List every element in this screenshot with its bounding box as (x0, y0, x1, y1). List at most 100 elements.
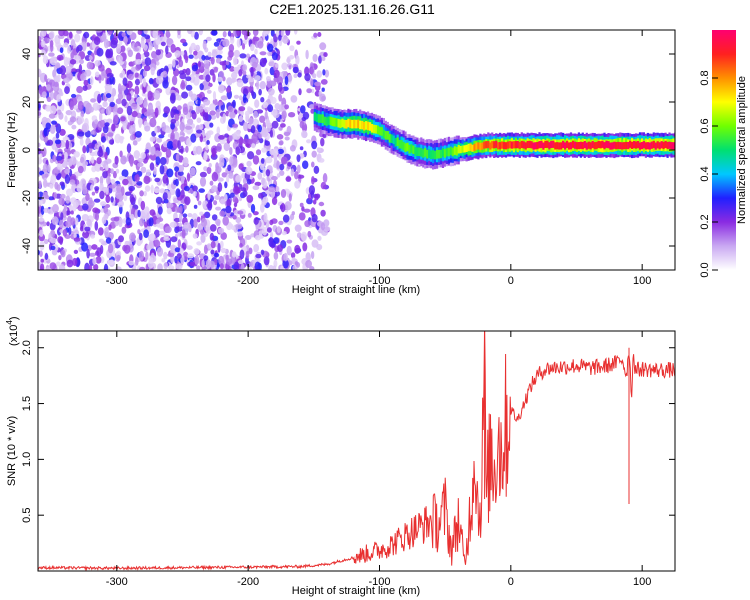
noise-cell (290, 252, 296, 259)
noise-cell (192, 185, 198, 192)
noise-cell (143, 101, 148, 109)
noise-cell (83, 79, 89, 86)
ridge-cell (534, 142, 537, 150)
noise-cell (66, 210, 71, 215)
noise-cell (242, 177, 247, 185)
ridge-cell (497, 142, 500, 150)
noise-cell (128, 73, 134, 81)
noise-cell (278, 34, 282, 41)
noise-cell (324, 69, 330, 78)
noise-cell (65, 110, 73, 116)
noise-cell (86, 248, 90, 259)
noise-cell (90, 184, 94, 192)
noise-cell (68, 227, 72, 235)
noise-cell (129, 194, 135, 204)
noise-cell (70, 217, 76, 226)
noise-cell (205, 145, 209, 151)
noise-cell (50, 237, 57, 244)
noise-cell (282, 146, 287, 157)
noise-cell (280, 203, 286, 213)
noise-cell (259, 51, 267, 56)
noise-cell (122, 178, 129, 186)
noise-cell (50, 91, 54, 100)
noise-cell (259, 115, 266, 123)
noise-cell (105, 194, 111, 204)
noise-cell (174, 166, 180, 172)
ridge-cell (451, 147, 454, 157)
ridge-cell (372, 124, 376, 134)
noise-cell (39, 250, 43, 257)
ridge-cell (670, 142, 673, 150)
noise-cell (194, 55, 199, 60)
noise-cell (277, 82, 283, 92)
noise-cell (160, 41, 166, 47)
noise-cell (292, 66, 299, 74)
noise-cell (240, 263, 245, 270)
noise-cell (48, 196, 54, 201)
noise-cell (146, 169, 151, 177)
noise-cell (70, 210, 74, 215)
ridge-cell (457, 144, 460, 154)
noise-cell (259, 81, 266, 90)
ridge-cell (321, 114, 324, 123)
noise-cell (303, 208, 311, 213)
noise-cell (191, 123, 195, 129)
noise-cell (66, 188, 73, 197)
noise-cell (113, 216, 120, 222)
noise-cell (202, 40, 207, 50)
ridge-cell (611, 142, 614, 150)
noise-cell (210, 114, 217, 120)
noise-cell (205, 74, 211, 82)
noise-cell (38, 217, 45, 222)
noise-cell (137, 30, 143, 35)
noise-cell (183, 204, 187, 210)
noise-cell (46, 266, 51, 270)
noise-cell (235, 223, 243, 230)
noise-cell (177, 105, 182, 111)
noise-cell (109, 139, 115, 145)
noise-cell (231, 251, 237, 258)
noise-cell (191, 64, 198, 72)
noise-cell (99, 175, 104, 186)
noise-cell (38, 142, 41, 148)
noise-cell (51, 249, 58, 256)
noise-cell (86, 61, 94, 70)
noise-cell (228, 50, 234, 58)
noise-cell (307, 230, 312, 238)
noise-cell (232, 196, 238, 203)
noise-cell (126, 105, 133, 116)
noise-cell (186, 172, 191, 182)
noise-cell (184, 196, 191, 206)
ridge-cell (402, 141, 405, 151)
noise-cell (153, 90, 161, 100)
noise-cell (180, 38, 187, 44)
noise-cell (216, 101, 224, 106)
ridge-cell (495, 140, 498, 148)
noise-cell (209, 110, 216, 116)
ridge-cell (447, 147, 450, 157)
ridge-cell (396, 137, 399, 146)
noise-cell (255, 149, 262, 156)
noise-cell (222, 38, 230, 48)
ridge-cell (329, 116, 332, 126)
noise-cell (174, 113, 180, 122)
noise-cell (219, 210, 226, 217)
noise-cell (106, 132, 114, 137)
noise-cell (311, 239, 319, 248)
noise-cell (86, 218, 92, 227)
ridge-cell (573, 141, 577, 149)
noise-cell (237, 231, 244, 237)
noise-cell (195, 161, 202, 166)
noise-cell (116, 43, 121, 54)
noise-cell (218, 162, 225, 168)
ridge-cell (432, 150, 435, 159)
noise-cell (284, 201, 292, 211)
noise-cell (81, 214, 89, 222)
noise-cell (294, 244, 301, 254)
noise-cell (138, 232, 143, 241)
noise-cell (170, 108, 175, 119)
noise-cell (129, 157, 134, 167)
noise-cell (188, 54, 194, 59)
noise-cell (266, 227, 272, 233)
noise-cell (245, 250, 250, 259)
